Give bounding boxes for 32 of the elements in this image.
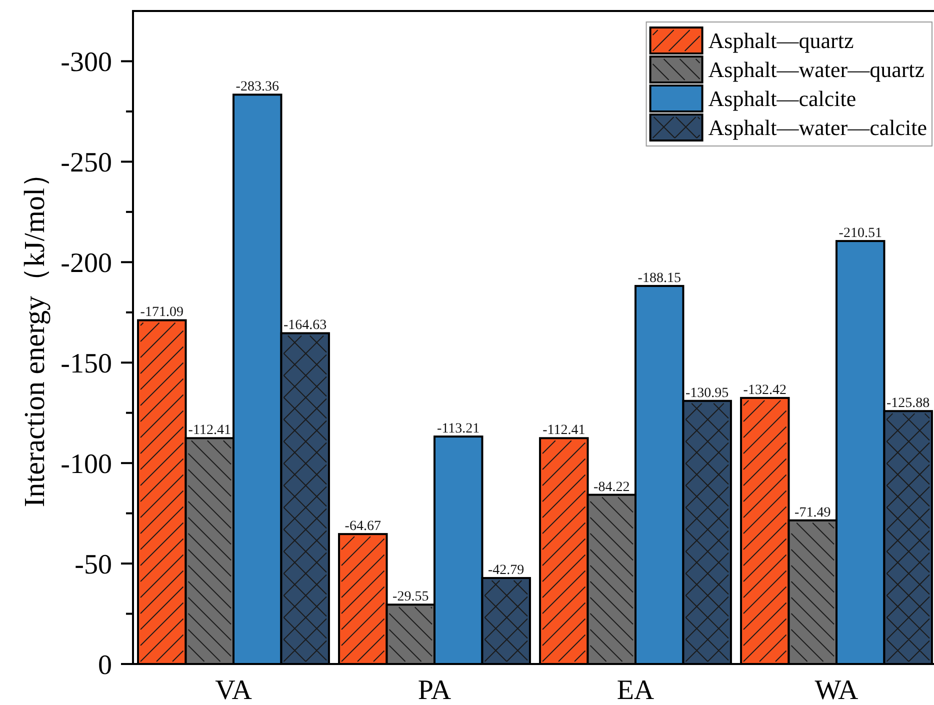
y-tick-label: -200 [60, 248, 112, 279]
x-tick-label: EA [616, 675, 655, 705]
y-tick-label: -250 [60, 147, 112, 178]
data-label: -164.63 [284, 318, 327, 334]
data-label: -112.41 [542, 423, 586, 438]
data-label: -171.09 [140, 305, 184, 320]
data-label: -283.36 [236, 80, 279, 95]
data-label: -210.51 [838, 226, 882, 242]
y-tick-label: -100 [60, 448, 112, 480]
data-label: -125.88 [886, 396, 930, 412]
data-label: -188.15 [638, 270, 681, 286]
data-label: -84.22 [594, 480, 630, 495]
y-tick-label: -50 [74, 549, 112, 580]
legend-label: Asphalt—water—calcite [708, 115, 927, 140]
data-label: -112.41 [188, 423, 231, 438]
data-label: -71.49 [794, 505, 831, 520]
y-tick-label: -150 [60, 348, 112, 380]
data-label: -42.79 [488, 563, 524, 578]
data-label: -113.21 [437, 422, 480, 437]
y-tick-label: -300 [60, 47, 112, 78]
y-axis-title: Interaction energy（kJ/mol） [19, 158, 52, 508]
y-tick-label: 0 [98, 650, 112, 681]
data-label: -130.95 [686, 386, 729, 401]
legend-label: Asphalt—calcite [708, 86, 856, 112]
data-label: -132.42 [743, 382, 786, 398]
data-label: -64.67 [344, 519, 381, 534]
x-tick-label: PA [418, 675, 452, 705]
x-tick-label: VA [215, 675, 253, 705]
legend-label: Asphalt—water—quartz [708, 57, 925, 82]
data-label: -29.55 [392, 590, 429, 605]
legend-label: Asphalt—quartz [708, 28, 854, 54]
x-tick-label: WA [814, 675, 860, 705]
